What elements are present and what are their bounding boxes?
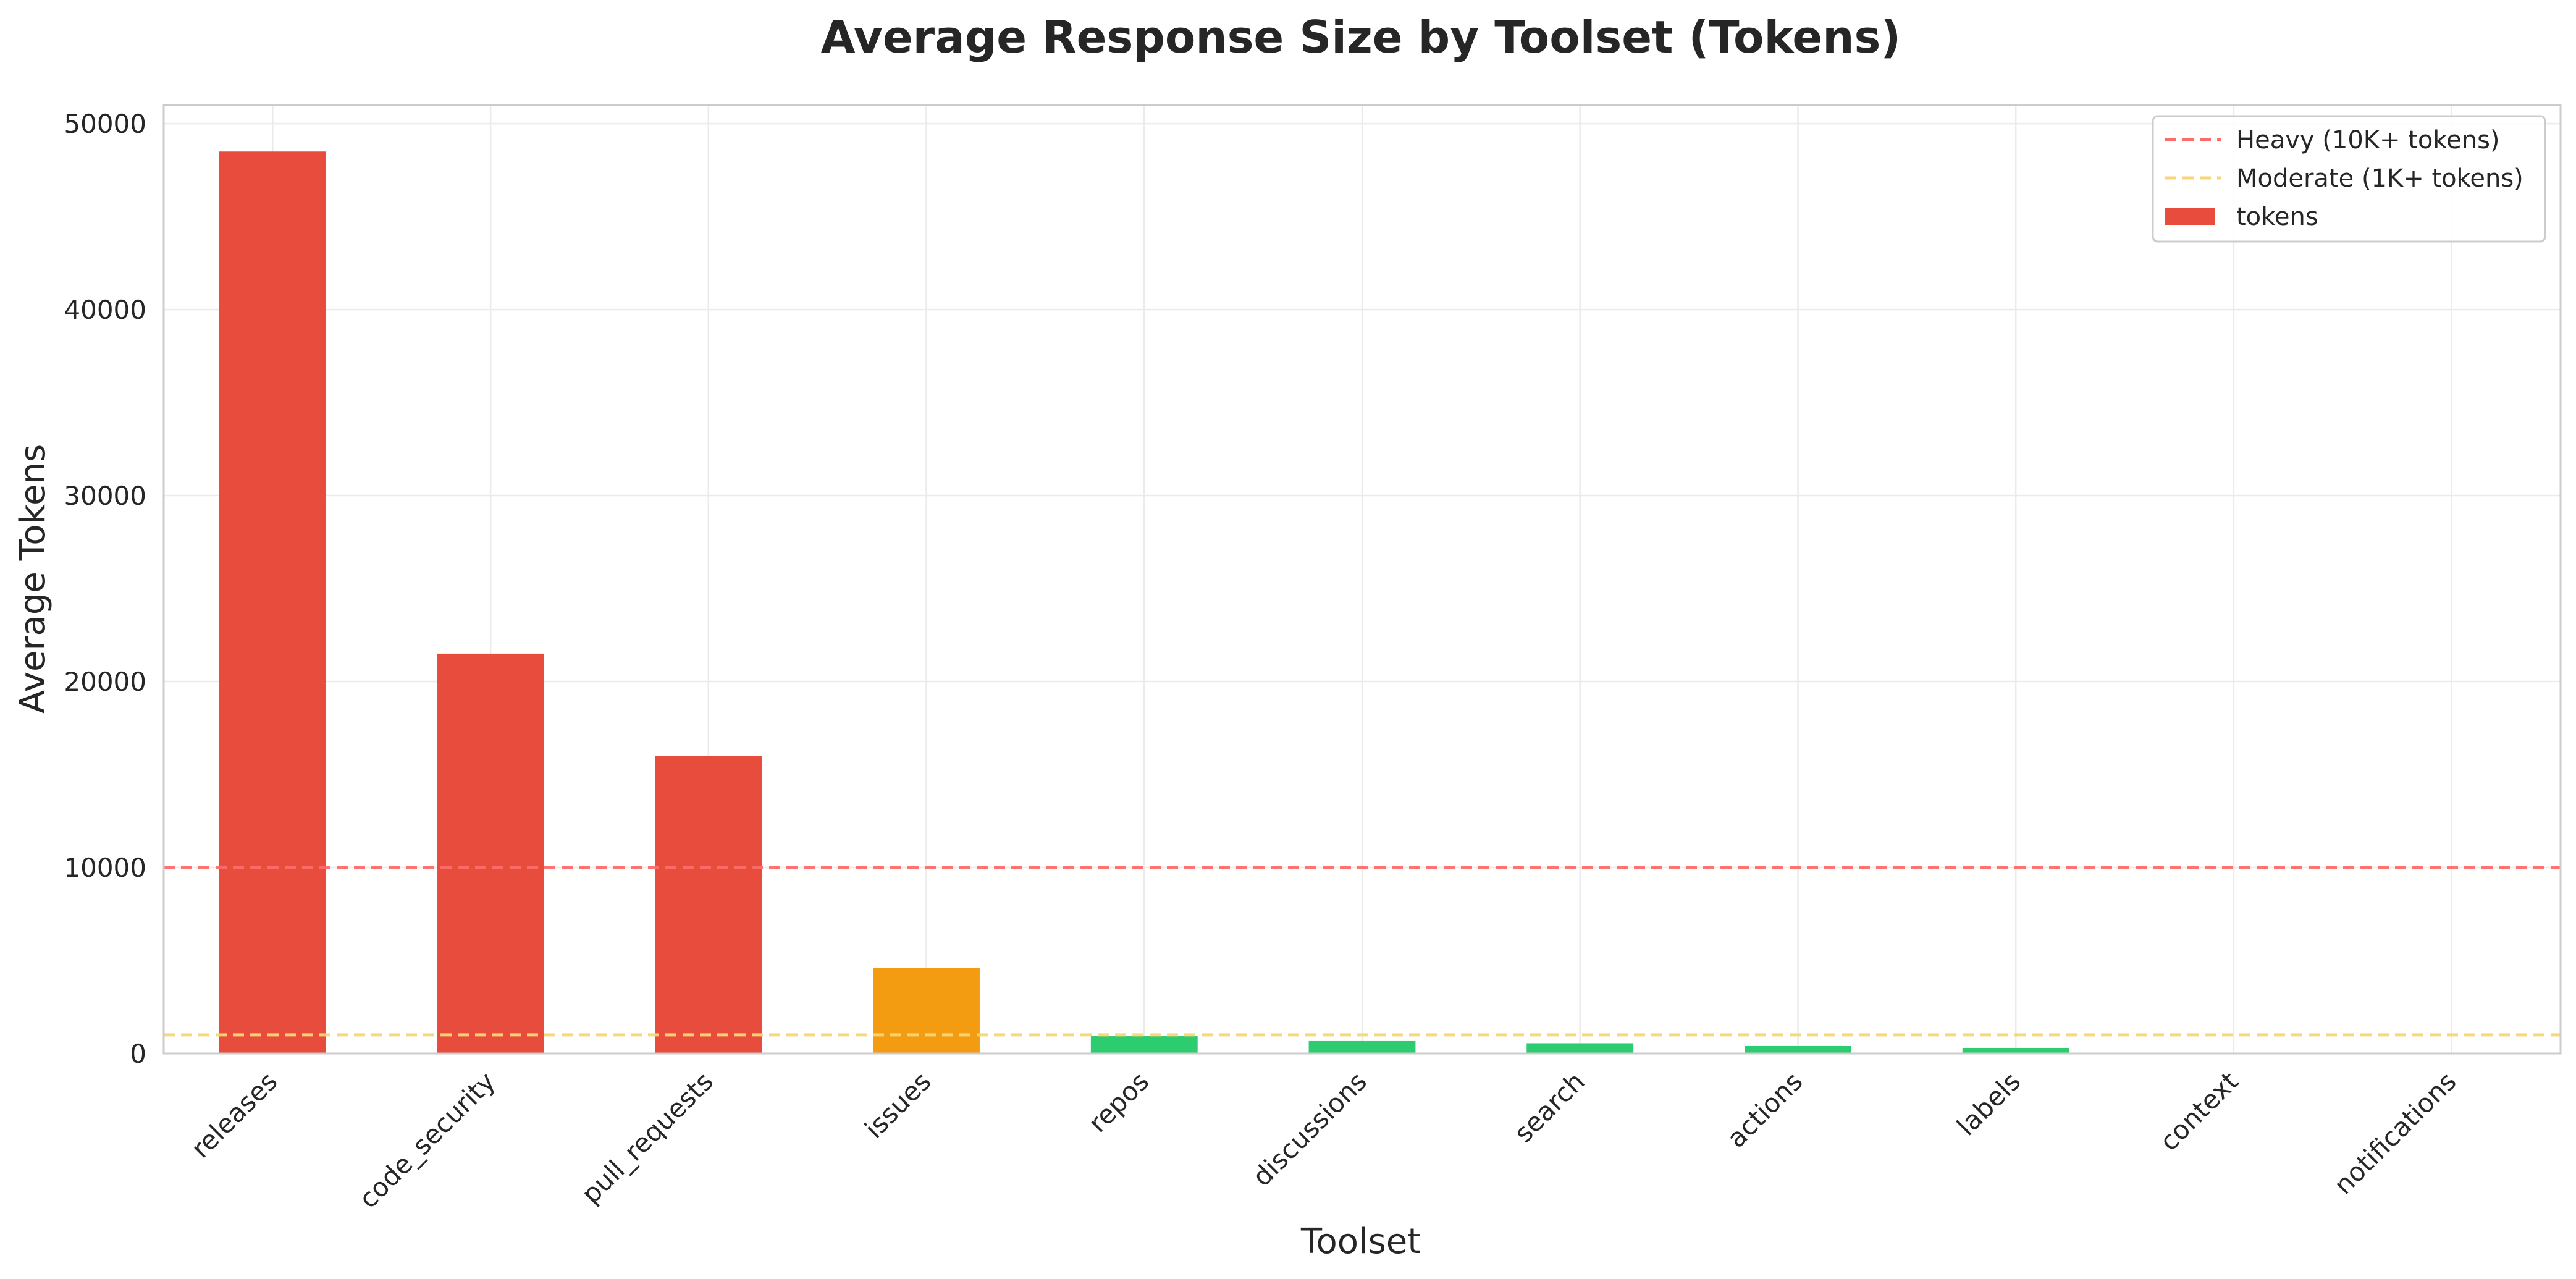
reference-lines [164,866,2561,1037]
y-tick-label: 10000 [64,853,146,883]
legend: Heavy (10K+ tokens) Moderate (1K+ tokens… [2152,115,2546,243]
plot-frame [162,104,2562,1055]
legend-swatch-tokens [2165,208,2215,225]
chart-title: Average Response Size by Toolset (Tokens… [821,11,1901,63]
legend-box [2152,115,2546,243]
legend-label-heavy: Heavy (10K+ tokens) [2236,126,2500,154]
bar-actions [1745,1045,1851,1053]
bar-code-security [437,653,544,1053]
y-tick-label: 20000 [64,667,146,697]
bar-labels [1962,1047,2069,1053]
x-tick-label: discussions [1247,1066,1373,1192]
y-axis-ticks: 0 10000 20000 30000 40000 50000 [64,109,146,1069]
x-axis-label: Toolset [1300,1222,1421,1262]
legend-label-tokens: tokens [2236,203,2318,231]
x-tick-label: notifications [2328,1066,2462,1200]
bar-repos [1090,1036,1198,1053]
bar-discussions [1308,1040,1416,1053]
y-tick-label: 50000 [64,109,146,139]
x-tick-label: search [1508,1066,1590,1148]
y-tick-label: 40000 [64,295,146,325]
x-axis-ticks: releases code_security pull_requests issues… [185,1066,2462,1214]
x-tick-label: labels [1951,1066,2026,1141]
x-tick-label: actions [1721,1066,1809,1154]
x-tick-label: issues [859,1066,937,1144]
x-tick-label: repos [1082,1066,1155,1138]
y-tick-label: 0 [130,1039,146,1069]
x-tick-label: releases [185,1066,283,1163]
y-tick-label: 30000 [64,481,146,511]
bars [219,151,2506,1053]
x-tick-label: context [2153,1066,2244,1157]
bar-pull-requests [655,756,762,1053]
plot-area [162,104,2562,1055]
y-axis-label: Average Tokens [13,444,53,714]
bar-releases [219,151,326,1053]
bar-search [1526,1043,1634,1053]
x-tick-label: pull_requests [576,1066,719,1209]
bar-issues [873,968,980,1053]
x-tick-label: code_security [353,1066,501,1214]
legend-label-moderate: Moderate (1K+ tokens) [2236,164,2523,193]
